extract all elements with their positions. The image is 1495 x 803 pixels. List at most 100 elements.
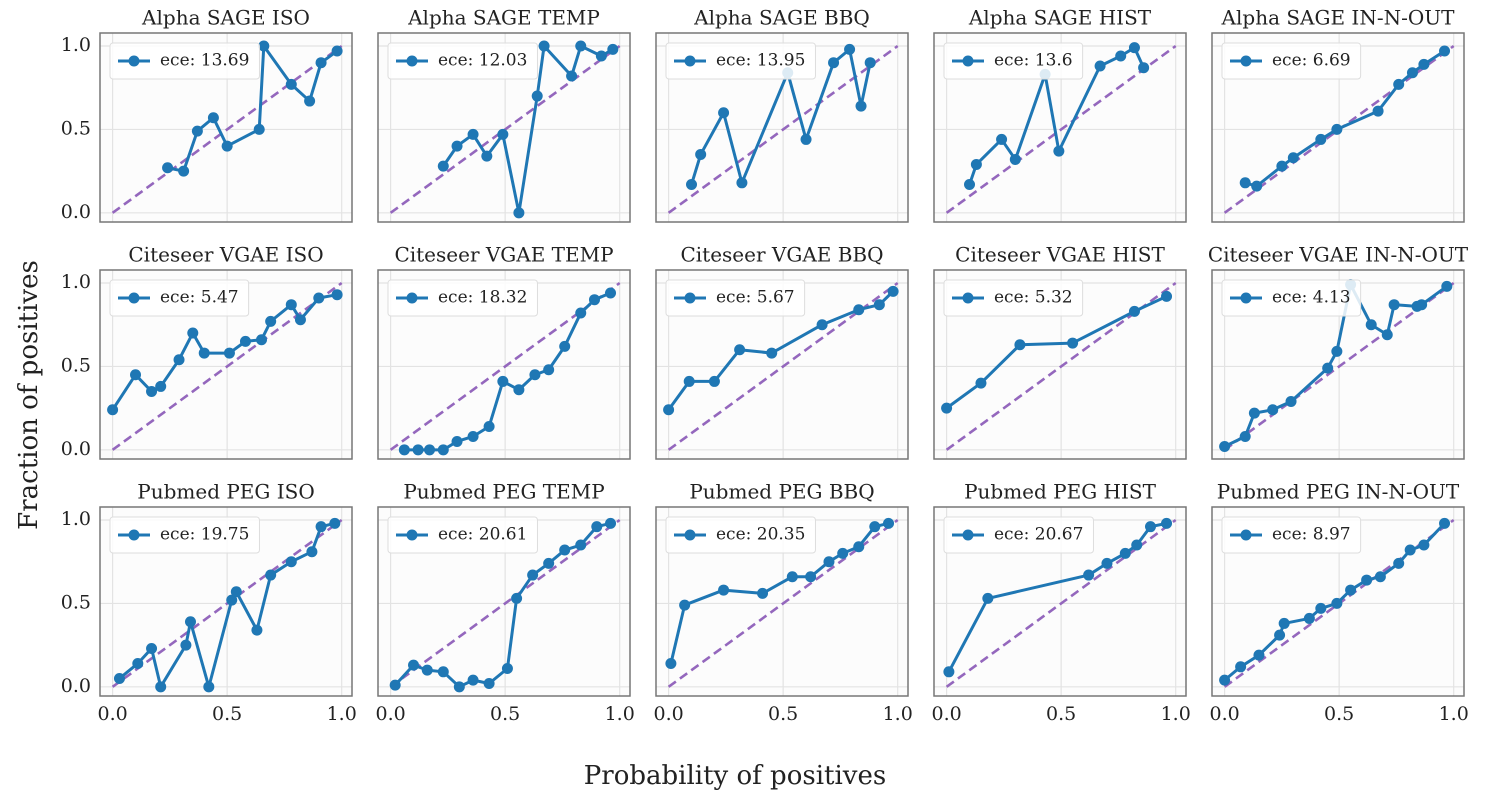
- point: [467, 430, 479, 442]
- x-tick-label: 0.0: [375, 703, 405, 725]
- legend-label: ece: 19.75: [160, 525, 249, 545]
- point: [304, 95, 316, 107]
- point: [588, 294, 600, 306]
- point: [239, 335, 251, 347]
- point: [800, 133, 812, 145]
- point: [1094, 60, 1106, 72]
- x-tick-label: 0.5: [1046, 703, 1076, 725]
- point: [191, 125, 203, 137]
- legend-label: ece: 6.69: [1272, 51, 1351, 71]
- point: [511, 592, 523, 604]
- subplot: Pubmed PEG TEMP 0.0 0.5 1.0 ece: 20.61: [375, 480, 634, 726]
- point: [1441, 280, 1453, 292]
- point: [187, 327, 199, 339]
- point: [173, 354, 185, 366]
- point: [221, 140, 233, 152]
- point: [559, 544, 571, 556]
- legend-label: ece: 20.61: [438, 525, 527, 545]
- point: [258, 40, 270, 52]
- reference-diagonal: [389, 44, 621, 214]
- point: [975, 377, 987, 389]
- point: [805, 571, 817, 583]
- plot-frame: [933, 32, 1187, 223]
- point: [605, 517, 617, 529]
- point: [1287, 152, 1299, 164]
- subplot-title: Citeseer VGAE ISO: [128, 243, 323, 267]
- plot-frame: [377, 32, 631, 223]
- point: [483, 420, 495, 432]
- point: [718, 584, 730, 596]
- subplot: Citeseer VGAE HIST ece: 5.32: [933, 243, 1187, 460]
- plot-content: [389, 40, 621, 219]
- plot-content: [111, 40, 343, 214]
- point: [686, 178, 698, 190]
- legend-marker: [406, 292, 418, 304]
- legend-box: [665, 42, 816, 80]
- point: [527, 569, 539, 581]
- point: [982, 592, 994, 604]
- legend-label: ece: 5.32: [994, 288, 1073, 308]
- point: [285, 556, 297, 568]
- point: [424, 444, 436, 456]
- point: [575, 539, 587, 551]
- legend-box: [387, 279, 538, 317]
- subplot: Alpha SAGE BBQ ece: 13.95: [655, 6, 909, 223]
- reference-diagonal: [1223, 281, 1455, 451]
- point: [566, 70, 578, 82]
- point: [663, 404, 675, 416]
- point: [1345, 584, 1357, 596]
- point: [1083, 569, 1095, 581]
- legend-box: [387, 516, 538, 554]
- plot-content: [107, 281, 343, 451]
- point: [1303, 612, 1315, 624]
- subplot-title: Alpha SAGE BBQ: [693, 6, 870, 30]
- subplot-title: Citeseer VGAE HIST: [955, 243, 1165, 267]
- point: [665, 657, 677, 669]
- point: [1219, 440, 1231, 452]
- point: [559, 340, 571, 352]
- point: [864, 57, 876, 69]
- point: [736, 177, 748, 189]
- y-tick-label: 0.0: [61, 438, 91, 460]
- x-tick-label: 1.0: [883, 703, 913, 725]
- point: [1381, 329, 1393, 341]
- point: [1322, 362, 1334, 374]
- point: [223, 347, 235, 359]
- plot-content: [1219, 517, 1455, 688]
- point: [408, 659, 420, 671]
- reference-diagonal: [111, 44, 343, 214]
- point: [389, 679, 401, 691]
- point: [766, 347, 778, 359]
- legend-label: ece: 18.32: [438, 288, 527, 308]
- point: [107, 404, 119, 416]
- point: [184, 616, 196, 628]
- point: [538, 40, 550, 52]
- point: [1418, 539, 1430, 551]
- plot-content: [667, 43, 899, 214]
- point: [1239, 177, 1251, 189]
- y-tick-label: 1.0: [61, 34, 91, 56]
- x-tick-label: 0.0: [653, 703, 683, 725]
- legend-marker: [962, 292, 974, 304]
- point: [708, 375, 720, 387]
- point: [683, 375, 695, 387]
- plot-frame: [933, 269, 1187, 460]
- legend-marker: [1240, 292, 1252, 304]
- subplot: Alpha SAGE TEMP ece: 12.03: [377, 6, 631, 223]
- plot-frame: [1211, 506, 1465, 697]
- point: [329, 517, 341, 529]
- subplot-title: Alpha SAGE TEMP: [407, 6, 600, 30]
- subplot: Pubmed PEG HIST 0.0 0.5 1.0 ece: 20.67: [931, 480, 1190, 726]
- legend-box: [387, 42, 538, 80]
- plot-frame: [933, 506, 1187, 697]
- point: [1267, 404, 1279, 416]
- subplot-title: Pubmed PEG ISO: [137, 480, 315, 504]
- point: [1388, 299, 1400, 311]
- subplot: Citeseer VGAE BBQ ece: 5.67: [655, 243, 909, 460]
- point: [1315, 602, 1327, 614]
- point: [1406, 67, 1418, 79]
- point: [1404, 544, 1416, 556]
- subplot-title: Alpha SAGE HIST: [968, 6, 1152, 30]
- point: [226, 594, 238, 606]
